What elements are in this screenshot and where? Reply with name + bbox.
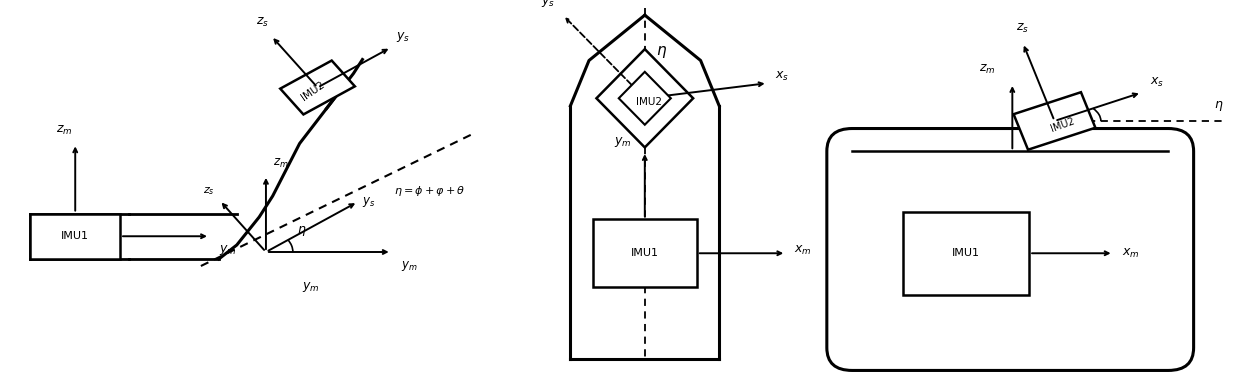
Text: $y_s$: $y_s$ — [541, 0, 556, 9]
Text: $x_m$: $x_m$ — [794, 244, 811, 257]
Text: $y_s$: $y_s$ — [362, 195, 376, 209]
Text: $x_s$: $x_s$ — [1149, 76, 1164, 89]
Text: $y_m$: $y_m$ — [218, 243, 237, 257]
Text: IMU2: IMU2 — [636, 97, 661, 107]
Text: $z_m$: $z_m$ — [273, 156, 289, 170]
Text: $x_s$: $x_s$ — [775, 70, 789, 84]
Text: $y_m$: $y_m$ — [401, 259, 418, 273]
FancyBboxPatch shape — [827, 129, 1194, 370]
Bar — [593, 219, 697, 287]
Text: IMU2: IMU2 — [1049, 116, 1076, 134]
Text: $y_s$: $y_s$ — [396, 30, 409, 44]
Text: $z_m$: $z_m$ — [56, 123, 72, 136]
Text: $z_s$: $z_s$ — [1017, 22, 1029, 35]
Text: $z_s$: $z_s$ — [203, 185, 215, 197]
Bar — [30, 214, 120, 259]
Text: $\eta=\phi+\varphi+\theta$: $\eta=\phi+\varphi+\theta$ — [394, 184, 465, 198]
Text: $y_m$: $y_m$ — [614, 135, 631, 149]
Text: IMU2: IMU2 — [300, 79, 326, 102]
Polygon shape — [619, 72, 671, 125]
Polygon shape — [596, 49, 693, 147]
Text: $\eta$: $\eta$ — [656, 45, 667, 60]
Text: IMU1: IMU1 — [61, 231, 89, 241]
Text: $z_s$: $z_s$ — [255, 16, 269, 29]
Text: IMU1: IMU1 — [631, 248, 658, 258]
Text: $\eta$: $\eta$ — [298, 224, 306, 238]
Polygon shape — [1013, 92, 1095, 150]
Text: $y_m$: $y_m$ — [303, 280, 320, 294]
Text: $x_m$: $x_m$ — [1122, 247, 1140, 260]
Bar — [903, 212, 1029, 295]
Text: IMU1: IMU1 — [952, 248, 980, 258]
Text: $z_m$: $z_m$ — [978, 62, 996, 76]
Polygon shape — [280, 60, 355, 115]
Text: $\eta$: $\eta$ — [1214, 99, 1223, 113]
